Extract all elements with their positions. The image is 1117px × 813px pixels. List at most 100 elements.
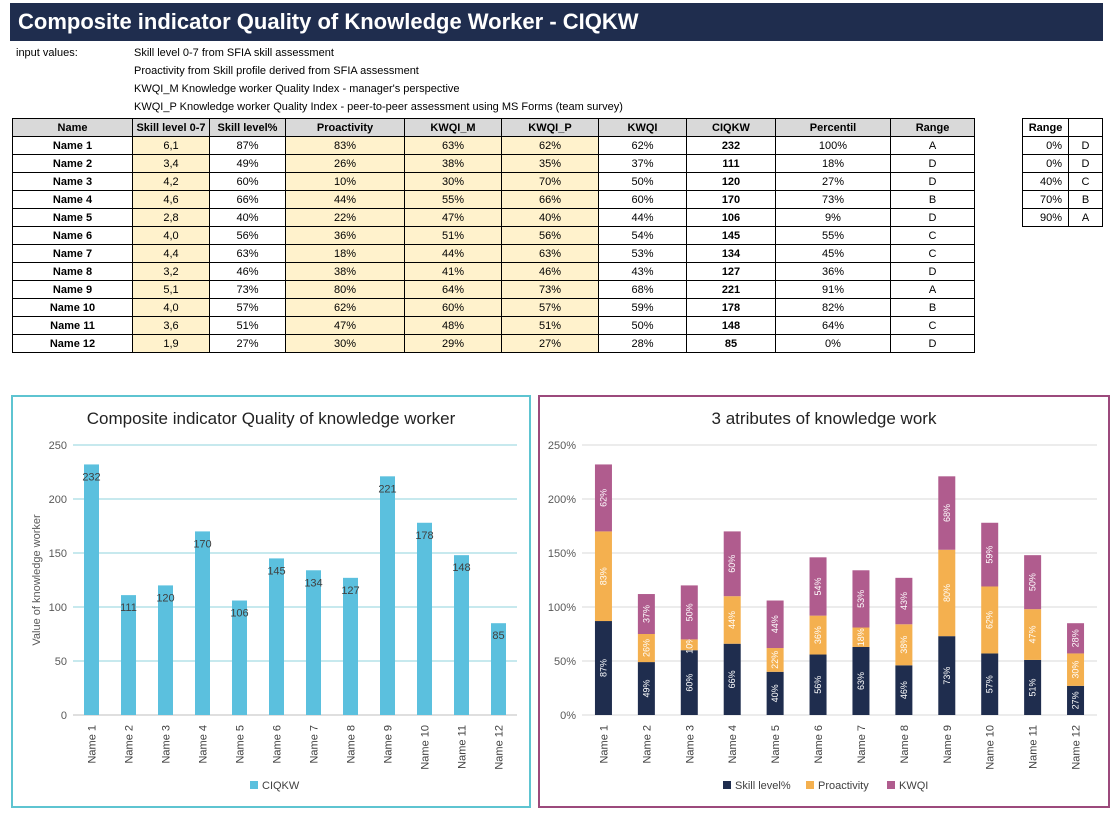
stacked-bar-segment — [895, 577, 913, 625]
stacked-bar-segment — [594, 464, 612, 532]
table-cell: 40% — [209, 208, 286, 227]
table-cell: Name 7 — [12, 244, 133, 263]
ciqkw-data-label: 111 — [120, 602, 137, 614]
table-row: Name 12 1,9 27% 30% 29% 27% 28% 85 0% D — [12, 334, 975, 353]
table-row: Name 2 3,4 49% 26% 38% 35% 37% 111 18% D — [12, 154, 975, 173]
ciqkw-bar — [417, 522, 432, 715]
range-cell: 90% — [1022, 208, 1069, 227]
table-cell: 37% — [598, 154, 687, 173]
segment-data-label: 54% — [813, 577, 823, 595]
table-cell: 232 — [686, 136, 776, 155]
table-cell: 127 — [686, 262, 776, 281]
y-tick-label: 150 — [49, 548, 67, 560]
attributes-chart-svg: 0% 50% 100% 150% 200% 250% 87% 83% 62% Name 1 49% 2… — [548, 440, 1097, 792]
stacked-bar-segment — [852, 627, 870, 647]
range-cell: D — [1068, 154, 1103, 173]
table-cell: 111 — [686, 154, 776, 173]
table-cell: 63% — [404, 136, 502, 155]
table-cell: 60% — [404, 298, 502, 317]
stacked-bar-segment — [938, 476, 956, 550]
segment-data-label: 59% — [985, 546, 995, 564]
input-note-1: Skill level 0-7 from SFIA skill assessme… — [134, 47, 334, 59]
table-cell: C — [890, 226, 975, 245]
segment-data-label: 44% — [727, 611, 737, 629]
segment-data-label: 60% — [727, 555, 737, 573]
x-tick-label: Name 2 — [641, 725, 653, 764]
stacked-bar-segment — [594, 621, 612, 715]
segment-data-label: 50% — [684, 603, 694, 621]
table-cell: 26% — [285, 154, 405, 173]
table-cell: 4,2 — [132, 172, 210, 191]
table-cell: 44% — [285, 190, 405, 209]
legend-swatch-ciqkw — [250, 781, 258, 789]
table-cell: 51% — [404, 226, 502, 245]
y-tick-label: 100 — [49, 602, 67, 614]
table-cell: 44% — [598, 208, 687, 227]
segment-data-label: 68% — [942, 504, 952, 522]
table-row: Name 1 6,1 87% 83% 63% 62% 62% 232 100% A — [12, 136, 975, 155]
table-cell: 56% — [501, 226, 599, 245]
table-cell: 27% — [209, 334, 286, 353]
table-cell: 60% — [598, 190, 687, 209]
y-tick-label: 200 — [49, 494, 67, 506]
table-cell: 30% — [404, 172, 502, 191]
table-header-cell: Range — [890, 118, 975, 137]
table-cell: Name 11 — [12, 316, 133, 335]
table-header-cell: KWQI_M — [404, 118, 502, 137]
table-cell: D — [890, 154, 975, 173]
range-cell: 0% — [1022, 136, 1069, 155]
table-cell: 40% — [501, 208, 599, 227]
table-cell: C — [890, 316, 975, 335]
range-cell: D — [1068, 136, 1103, 155]
table-cell: 83% — [285, 136, 405, 155]
range-header: Range — [1022, 118, 1069, 137]
stacked-bar-segment — [852, 570, 870, 628]
range-row: 90% A — [1022, 208, 1103, 227]
stacked-bar-segment — [981, 653, 999, 715]
y-tick-label: 50 — [55, 656, 67, 668]
range-cell: 0% — [1022, 154, 1069, 173]
stacked-bar-segment — [723, 596, 741, 644]
table-cell: 91% — [775, 280, 891, 299]
segment-data-label: 36% — [813, 626, 823, 644]
range-header-blank — [1068, 118, 1103, 137]
stacked-bar-segment — [852, 646, 870, 715]
table-cell: 30% — [285, 334, 405, 353]
table-cell: Name 6 — [12, 226, 133, 245]
table-cell: 47% — [404, 208, 502, 227]
y-tick-label: 200% — [548, 494, 576, 506]
range-cell: A — [1068, 208, 1103, 227]
table-cell: 4,0 — [132, 298, 210, 317]
table-cell: 3,2 — [132, 262, 210, 281]
table-row: Name 10 4,0 57% 62% 60% 57% 59% 178 82% B — [12, 298, 975, 317]
table-cell: 18% — [285, 244, 405, 263]
ciqkw-bar — [195, 531, 210, 715]
table-cell: 47% — [285, 316, 405, 335]
ciqkw-data-label: 221 — [378, 483, 396, 495]
table-cell: 49% — [209, 154, 286, 173]
segment-data-label: 43% — [899, 592, 909, 610]
table-cell: 43% — [598, 262, 687, 281]
stacked-bar-segment — [809, 615, 827, 655]
table-row: Name 6 4,0 56% 36% 51% 56% 54% 145 55% C — [12, 226, 975, 245]
table-cell: 221 — [686, 280, 776, 299]
stacked-bar-segment — [938, 636, 956, 715]
table-cell: Name 8 — [12, 262, 133, 281]
ciqkw-bar — [158, 585, 173, 715]
y-tick-label: 250% — [548, 440, 576, 452]
table-cell: 38% — [404, 154, 502, 173]
stacked-bar-segment — [809, 557, 827, 616]
table-cell: 2,8 — [132, 208, 210, 227]
table-cell: 106 — [686, 208, 776, 227]
ciqkw-data-label: 127 — [341, 585, 359, 597]
segment-data-label: 47% — [1028, 626, 1038, 644]
table-cell: A — [890, 280, 975, 299]
table-cell: C — [890, 244, 975, 263]
table-cell: 53% — [598, 244, 687, 263]
table-cell: 82% — [775, 298, 891, 317]
x-tick-label: Name 8 — [899, 725, 911, 764]
table-cell: 148 — [686, 316, 776, 335]
x-tick-label: Name 6 — [813, 725, 825, 764]
table-cell: 178 — [686, 298, 776, 317]
table-cell: 4,6 — [132, 190, 210, 209]
